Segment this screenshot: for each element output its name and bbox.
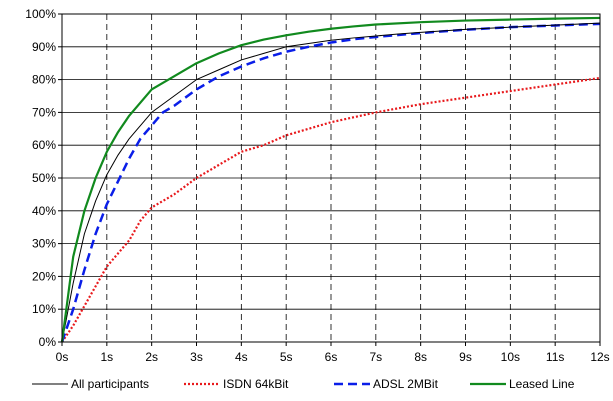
series-line-leased-line	[60, 16, 601, 343]
y-tick-label: 20%	[32, 269, 56, 283]
legend-label: ISDN 64kBit	[223, 377, 289, 391]
legend-label: Leased Line	[509, 377, 575, 391]
y-tick-label: 0%	[39, 335, 57, 349]
legend: All participants ISDN 64kBit ADSL 2MBit Lea…	[32, 377, 575, 391]
y-tick-label: 60%	[32, 138, 56, 152]
y-tick-label: 50%	[32, 171, 56, 185]
x-tick-label: 6s	[325, 350, 338, 364]
x-tick-label: 2s	[145, 350, 158, 364]
x-tick-label: 0s	[56, 350, 69, 364]
x-tick-label: 5s	[280, 350, 293, 364]
x-tick-label: 1s	[100, 350, 113, 364]
legend-label: ADSL 2MBit	[373, 377, 439, 391]
x-tick-label: 11s	[546, 350, 564, 364]
y-tick-label: 70%	[32, 105, 56, 119]
series-line-adsl-2mbit	[60, 22, 601, 343]
y-tick-label: 10%	[32, 302, 56, 316]
y-tick-label: 80%	[32, 73, 56, 87]
x-tick-label: 12s	[590, 350, 609, 364]
x-tick-label: 9s	[459, 350, 472, 364]
y-tick-label: 30%	[32, 237, 56, 251]
series-group	[60, 16, 601, 343]
legend-label: All participants	[71, 377, 149, 391]
grid	[62, 14, 600, 342]
axes: 0% 10% 20% 30% 40% 50% 60% 70% 80% 90% 100% 0s 1s 2s 3…	[25, 7, 609, 364]
series-line-all-participants	[61, 22, 601, 343]
y-tick-label: 40%	[32, 204, 56, 218]
y-tick-label: 90%	[32, 40, 56, 54]
x-tick-label: 4s	[235, 350, 248, 364]
x-tick-label: 3s	[190, 350, 203, 364]
y-tick-label: 100%	[25, 7, 56, 21]
x-tick-label: 7s	[369, 350, 382, 364]
series-line-isdn-64kbit	[61, 76, 601, 343]
x-tick-label: 10s	[501, 350, 520, 364]
x-tick-label: 8s	[414, 350, 427, 364]
